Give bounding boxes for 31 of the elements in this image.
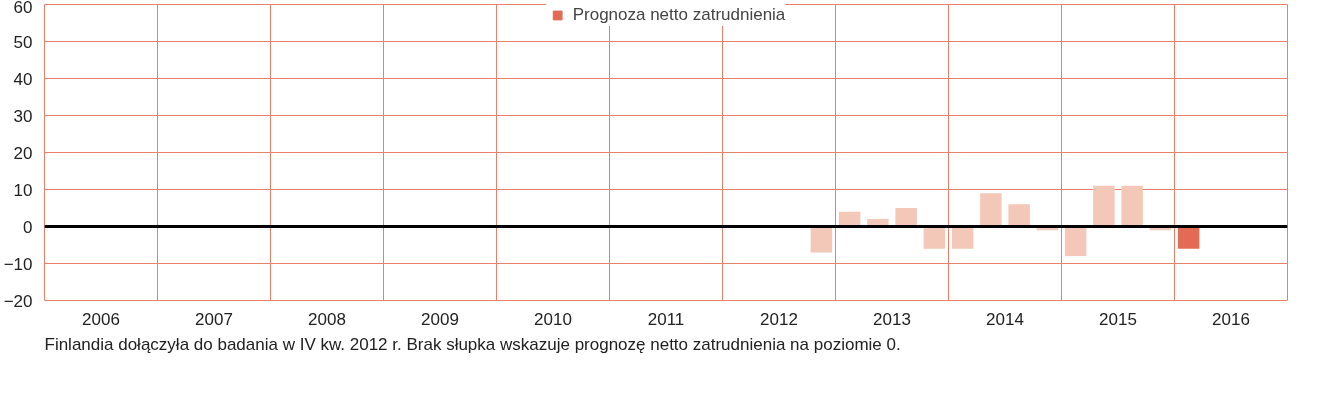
y-tick-label: −20 (3, 291, 33, 311)
x-tick-label: 2006 (82, 309, 120, 329)
legend-label: Prognoza netto zatrudnienia (572, 5, 786, 25)
bar (1093, 185, 1115, 227)
x-tick-label: 2016 (1212, 309, 1250, 329)
x-tick-label: 2014 (986, 309, 1024, 329)
x-tick-label: 2015 (1099, 309, 1137, 329)
y-tick-label: 60 (13, 0, 33, 17)
bar (951, 226, 974, 249)
y-tick-label: 30 (13, 106, 33, 126)
x-tick-label: 2011 (647, 309, 685, 329)
y-tick-label: 20 (13, 143, 33, 163)
bar (980, 193, 1002, 227)
y-tick-label: −10 (3, 254, 33, 274)
x-tick-label: 2008 (308, 309, 346, 329)
y-tick-label: 10 (13, 180, 33, 200)
y-tick-label: 0 (23, 217, 33, 237)
bar (1121, 185, 1143, 227)
x-tick-label: 2010 (534, 309, 572, 329)
bar (1008, 204, 1030, 227)
text: Finlandia dołączyła do badania w IV kw. 2012 r. Brak słupka wskazuje prognozę netto zatrudnienia na poziomie 0. (44, 334, 901, 354)
bar (923, 226, 946, 249)
x-tick-label: 2007 (195, 309, 233, 329)
x-tick-label: 2013 (873, 309, 911, 329)
y-tick-label: 50 (13, 32, 33, 52)
bar (810, 226, 833, 253)
y-tick-label: 40 (13, 69, 33, 89)
bar (1064, 226, 1087, 257)
x-tick-label: 2009 (421, 309, 459, 329)
x-tick-label: 2012 (760, 309, 798, 329)
bar (1177, 226, 1200, 249)
